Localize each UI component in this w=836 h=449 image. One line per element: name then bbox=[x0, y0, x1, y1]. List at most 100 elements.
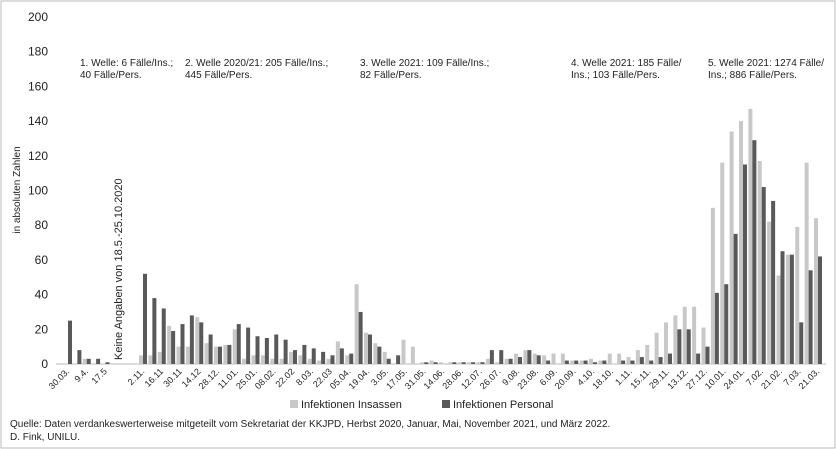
bar bbox=[176, 346, 181, 364]
bar bbox=[157, 351, 162, 364]
bar bbox=[354, 284, 359, 364]
bar bbox=[302, 344, 307, 364]
bar bbox=[504, 358, 509, 364]
annotation: 1. Welle: 6 Fälle/Ins.; bbox=[80, 58, 173, 69]
bar bbox=[377, 346, 382, 364]
bar bbox=[311, 348, 316, 364]
bar bbox=[424, 362, 429, 364]
legend-swatch bbox=[290, 400, 298, 408]
bar bbox=[593, 362, 597, 364]
bar bbox=[701, 327, 706, 364]
bar bbox=[814, 218, 818, 364]
bar bbox=[461, 362, 466, 364]
bar bbox=[714, 292, 719, 364]
bar bbox=[448, 362, 453, 364]
bar bbox=[86, 358, 91, 364]
bar bbox=[368, 334, 372, 364]
bar bbox=[799, 322, 804, 364]
annotation: Ins.; 103 Fälle/Pers. bbox=[571, 70, 660, 81]
bar bbox=[551, 353, 556, 364]
bar bbox=[489, 350, 494, 364]
bar bbox=[649, 360, 654, 364]
bar bbox=[139, 355, 143, 364]
bar bbox=[808, 270, 813, 364]
bar bbox=[739, 121, 743, 364]
bar bbox=[330, 355, 335, 364]
bar bbox=[236, 324, 241, 364]
bar bbox=[439, 362, 443, 364]
bar bbox=[607, 353, 612, 364]
bar bbox=[639, 357, 644, 364]
bar bbox=[729, 131, 734, 364]
annotation: 40 Fälle/Pers. bbox=[80, 70, 142, 81]
bar bbox=[358, 311, 363, 364]
bar bbox=[720, 162, 725, 364]
y-tick-label: 180 bbox=[28, 45, 48, 59]
legend-label: Infektionen Insassen bbox=[301, 399, 402, 411]
bar bbox=[733, 233, 738, 364]
y-tick-label: 120 bbox=[28, 149, 48, 163]
bar bbox=[264, 337, 269, 364]
bar bbox=[724, 284, 729, 364]
bar bbox=[589, 358, 593, 364]
bar bbox=[485, 358, 490, 364]
bar bbox=[96, 358, 101, 364]
y-tick-label: 100 bbox=[28, 184, 48, 198]
bar bbox=[583, 360, 588, 364]
bar bbox=[560, 353, 565, 364]
bar bbox=[686, 329, 691, 364]
bar bbox=[242, 358, 247, 364]
bar bbox=[518, 357, 522, 364]
bar bbox=[570, 360, 575, 364]
bar bbox=[396, 355, 401, 364]
bar bbox=[542, 355, 547, 364]
bar bbox=[218, 346, 222, 364]
bar bbox=[654, 332, 659, 364]
bar bbox=[761, 187, 766, 364]
bar bbox=[574, 360, 579, 364]
bar bbox=[345, 355, 350, 364]
y-tick-label: 140 bbox=[28, 114, 48, 128]
bar bbox=[420, 362, 425, 364]
legend-swatch bbox=[442, 400, 450, 408]
bar bbox=[433, 362, 438, 364]
bar bbox=[77, 350, 82, 364]
bar bbox=[668, 353, 672, 364]
bar bbox=[664, 322, 668, 364]
bar bbox=[457, 362, 462, 364]
bar bbox=[214, 346, 218, 364]
y-tick-label: 0 bbox=[41, 357, 48, 371]
bar bbox=[317, 360, 322, 364]
bar bbox=[785, 254, 790, 364]
bar bbox=[180, 324, 185, 364]
annotation: 2. Welle 2020/21: 205 Fälle/Ins.; bbox=[185, 58, 328, 69]
bar bbox=[339, 348, 344, 364]
bar bbox=[349, 353, 354, 364]
bar bbox=[626, 357, 631, 364]
bar bbox=[143, 273, 147, 364]
source: Quelle: Daten verdankeswerterweise mitge… bbox=[10, 419, 610, 430]
bar bbox=[645, 344, 650, 364]
bar bbox=[630, 360, 635, 364]
y-axis-label: in absoluten Zahlen bbox=[12, 146, 23, 233]
bar bbox=[804, 162, 809, 364]
bar bbox=[682, 306, 687, 364]
bar bbox=[532, 353, 537, 364]
y-tick-label: 200 bbox=[28, 10, 48, 24]
bar bbox=[429, 360, 434, 364]
annotation: 445 Fälle/Pers. bbox=[185, 70, 252, 81]
bar bbox=[386, 358, 391, 364]
bar bbox=[692, 306, 697, 364]
bar bbox=[527, 350, 532, 364]
bar bbox=[776, 275, 781, 364]
bar bbox=[546, 360, 551, 364]
bar bbox=[401, 339, 406, 364]
bar bbox=[523, 350, 528, 364]
bar bbox=[255, 336, 260, 364]
bar bbox=[82, 358, 87, 364]
bar bbox=[598, 360, 603, 364]
bar bbox=[199, 322, 204, 364]
bar bbox=[289, 351, 293, 364]
bar bbox=[204, 343, 209, 364]
bar bbox=[279, 358, 284, 364]
